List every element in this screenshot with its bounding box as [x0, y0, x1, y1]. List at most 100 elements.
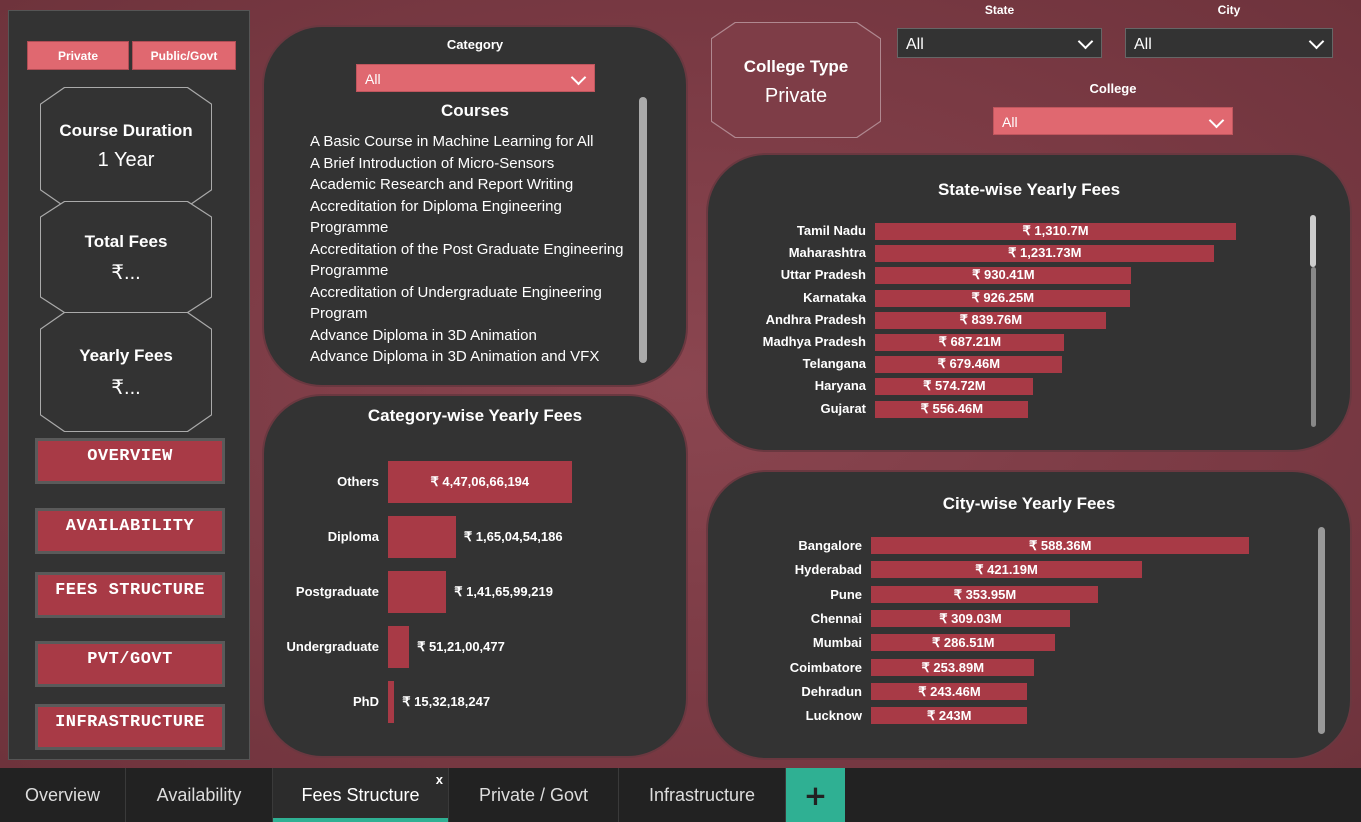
bar-category-label: Hyderabad [794, 562, 862, 578]
bar-category-label: Haryana [814, 378, 866, 394]
bar-value-label: ₹ 253.89M [921, 659, 985, 675]
bar-value-label: ₹ 926.25M [971, 289, 1035, 305]
bar-value-label: ₹ 353.95M [953, 586, 1017, 602]
bar-value-label: ₹ 51,21,00,477 [417, 639, 505, 654]
bar-category-label: Others [337, 474, 379, 489]
nav-pvt-govt-button[interactable]: PVT/GOVT [35, 641, 225, 687]
bar[interactable] [388, 461, 572, 503]
nav-overview-button[interactable]: OVERVIEW [35, 438, 225, 484]
bar[interactable] [388, 516, 456, 558]
bar[interactable] [388, 681, 395, 723]
bar[interactable] [875, 289, 1131, 307]
bar-value-label: ₹ 243M [927, 708, 972, 724]
bar-value-label: ₹ 1,231.73M [1008, 245, 1082, 261]
state-chart-title: State-wise Yearly Fees [937, 180, 1121, 199]
tab-label: Private / Govt [478, 784, 589, 805]
course-list-item[interactable]: Advance Diploma in 3D Animation and VFX [310, 348, 600, 365]
bar[interactable] [871, 537, 1249, 554]
bar[interactable] [871, 634, 1056, 652]
bar[interactable] [871, 585, 1099, 603]
total-fees-value: ₹... [111, 262, 141, 284]
bar[interactable] [871, 682, 1028, 700]
course-list-item[interactable]: A Brief Introduction of Micro-Sensors [310, 154, 555, 172]
bar[interactable] [388, 626, 410, 668]
bar-category-label: Pune [830, 586, 862, 602]
city-filter-label: City [1217, 3, 1241, 17]
bar[interactable] [875, 311, 1107, 329]
add-page-button[interactable]: + [786, 768, 845, 822]
bar-value-label: ₹ 4,47,06,66,194 [430, 474, 530, 489]
course-list-item[interactable]: Accreditation for Diploma Engineering Pr… [310, 197, 562, 237]
bar[interactable] [875, 356, 1063, 374]
state-chart-scroll-thumb[interactable] [1310, 215, 1316, 267]
state-dropdown[interactable]: All [897, 28, 1102, 58]
public-govt-filter-button[interactable]: Public/Govt [132, 41, 236, 70]
college-dropdown-value: All [1002, 114, 1018, 130]
bar[interactable] [875, 245, 1215, 263]
nav-fees-structure-button[interactable]: FEES STRUCTURE [35, 572, 225, 618]
bar-category-label: Lucknow [805, 708, 862, 724]
bar[interactable] [875, 223, 1236, 240]
category-filter-label: Category [446, 37, 504, 52]
page-tab-bar: Overview Availability Fees Structure x P… [0, 768, 1361, 822]
college-dropdown[interactable]: All [993, 107, 1233, 135]
nav-availability-button[interactable]: AVAILABILITY [35, 508, 225, 554]
college-type-title: College Type [743, 57, 849, 76]
city-chart-scrollbar[interactable] [1318, 527, 1325, 734]
bar[interactable] [875, 334, 1065, 351]
category-chart-panel: Category-wise Yearly Fees Others ₹ 4,47,0… [262, 394, 688, 758]
category-dropdown[interactable]: All [356, 64, 595, 92]
bar[interactable] [875, 378, 1034, 396]
bar[interactable] [388, 571, 447, 613]
course-list-item[interactable]: A Basic Course in Machine Learning for A… [310, 133, 594, 150]
total-fees-title: Total Fees [84, 232, 168, 251]
courses-list: A Basic Course in Machine Learning for A… [310, 131, 628, 368]
tab-private-govt[interactable]: Private / Govt [449, 768, 619, 822]
bar-value-label: ₹ 556.46M [920, 400, 984, 416]
left-panel: Private Public/Govt Course Duration 1 Ye… [8, 10, 250, 760]
state-chart-scrollbar[interactable] [1311, 267, 1316, 427]
bar-category-label: Diploma [327, 529, 379, 544]
bar[interactable] [871, 658, 1035, 676]
city-dropdown[interactable]: All [1125, 28, 1333, 58]
report-canvas: Private Public/Govt Course Duration 1 Ye… [0, 0, 1361, 768]
bar-category-label: Coimbatore [789, 659, 862, 675]
tab-label: Fees Structure [301, 784, 420, 805]
course-duration-title: Course Duration [59, 121, 193, 140]
close-icon[interactable]: x [435, 772, 443, 787]
bar[interactable] [871, 561, 1142, 579]
bar-category-label: Andhra Pradesh [765, 311, 866, 327]
bar-value-label: ₹ 588.36M [1029, 538, 1092, 553]
private-filter-button[interactable]: Private [27, 41, 129, 70]
chevron-down-icon [1308, 33, 1325, 50]
bar-value-label: ₹ 839.76M [959, 311, 1023, 327]
course-list-item[interactable]: Accreditation of the Post Graduate Engin… [310, 240, 624, 280]
courses-panel: Category All Courses A Basic Course in M… [262, 25, 688, 387]
tab-overview[interactable]: Overview [0, 768, 126, 822]
yearly-fees-card: Yearly Fees ₹... [41, 313, 211, 431]
bar[interactable] [871, 609, 1070, 627]
bar-value-label: ₹ 1,41,65,99,219 [454, 584, 553, 599]
bar[interactable] [875, 267, 1132, 285]
bar-value-label: ₹ 687.21M [938, 334, 1002, 349]
nav-infrastructure-button[interactable]: INFRASTRUCTURE [35, 704, 225, 750]
bar-category-label: Gujarat [820, 400, 866, 416]
tab-infrastructure[interactable]: Infrastructure [619, 768, 786, 822]
city-dropdown-value: All [1134, 36, 1152, 53]
course-list-item[interactable]: Advance Diploma in 3D Animation [310, 326, 537, 344]
bar-category-label: Madhya Pradesh [762, 334, 866, 349]
bar[interactable] [871, 707, 1028, 725]
courses-scrollbar[interactable] [639, 97, 647, 363]
tab-availability[interactable]: Availability [126, 768, 273, 822]
bar-value-label: ₹ 679.46M [937, 356, 1001, 372]
course-duration-card: Course Duration 1 Year [41, 88, 211, 206]
college-filter-label: College [1089, 81, 1137, 96]
yearly-fees-value: ₹... [111, 377, 141, 399]
course-list-item[interactable]: Academic Research and Report Writing [310, 176, 574, 193]
bar-category-label: Maharashtra [788, 245, 866, 261]
course-list-item[interactable]: Accreditation of Undergraduate Engineeri… [310, 283, 602, 323]
chevron-down-icon [570, 69, 587, 86]
bar[interactable] [875, 400, 1029, 418]
tab-fees-structure[interactable]: Fees Structure x [273, 768, 449, 822]
bar-category-label: Bangalore [798, 538, 862, 553]
